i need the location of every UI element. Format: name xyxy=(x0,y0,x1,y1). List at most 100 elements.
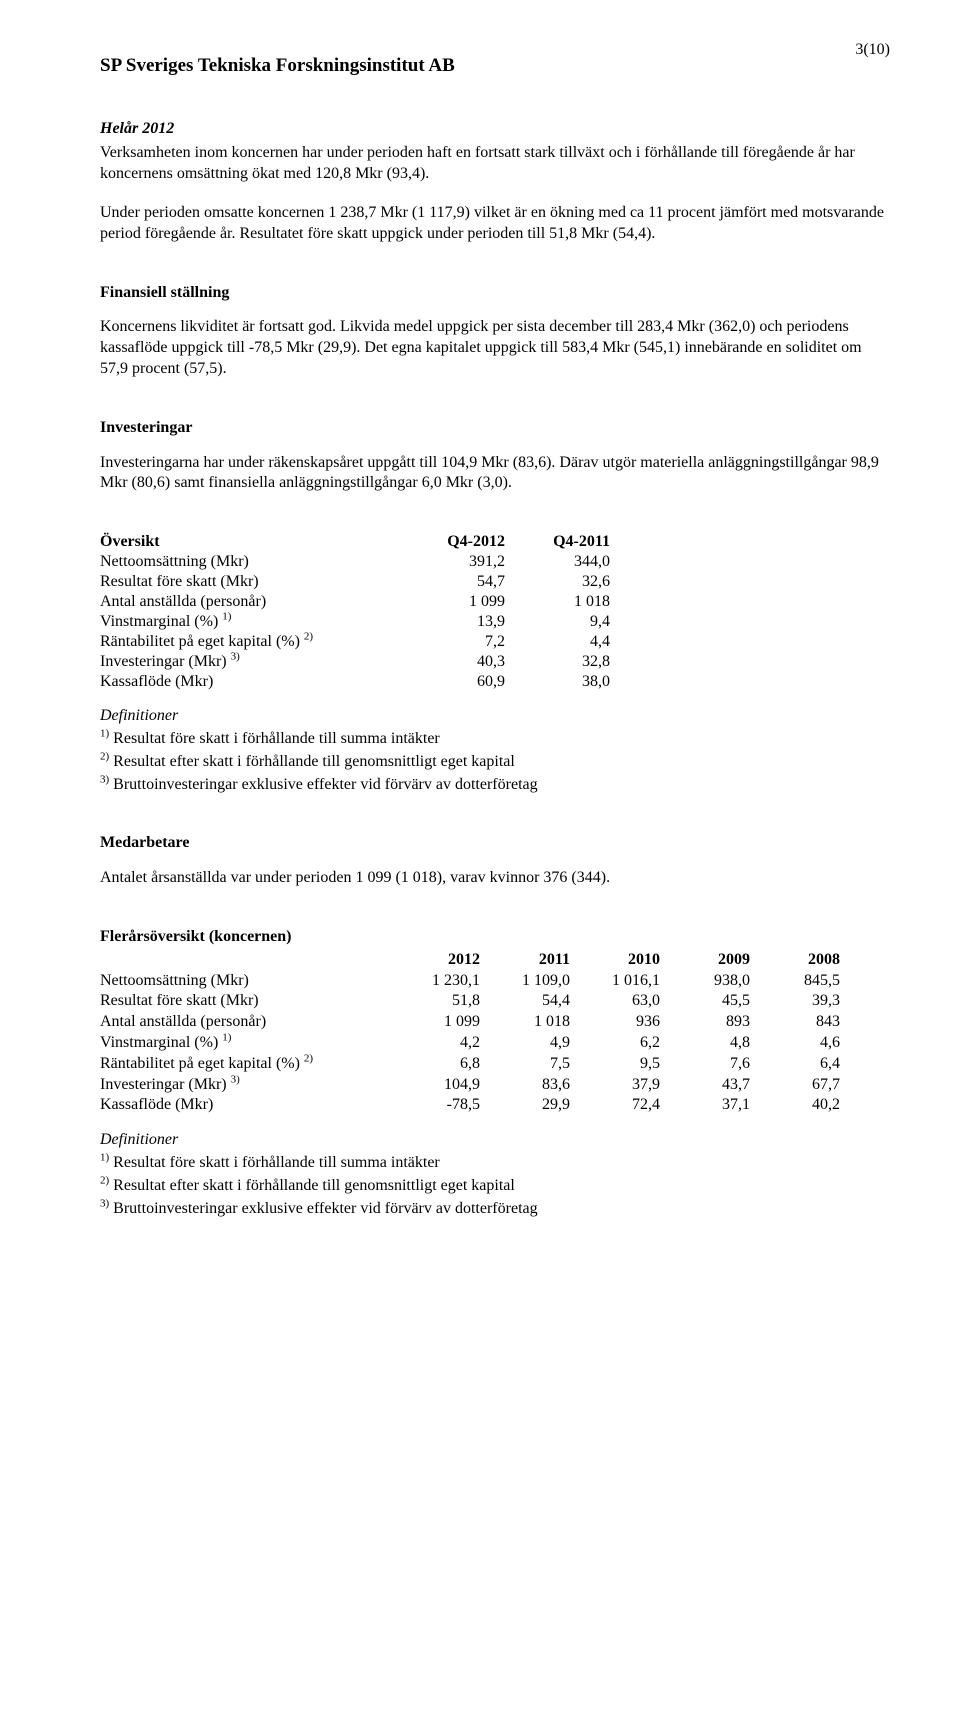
row-label: Kassaflöde (Mkr) xyxy=(100,1095,390,1116)
section-overview: Översikt Q4-2012 Q4-2011 Nettoomsättning… xyxy=(100,532,890,795)
row-value: 7,2 xyxy=(400,632,505,652)
row-value: 13,9 xyxy=(400,612,505,632)
overview-heading: Översikt xyxy=(100,532,400,552)
table-row: Nettoomsättning (Mkr) 1 230,11 109,01 01… xyxy=(100,971,840,992)
row-value: 9,4 xyxy=(505,612,610,632)
defs-1: 1) Resultat före skatt i förhållande til… xyxy=(100,729,890,750)
row-value: 32,8 xyxy=(505,652,610,672)
defs2-3: 3) Bruttoinvesteringar exklusive effekte… xyxy=(100,1199,890,1220)
multi-col-0: 2012 xyxy=(390,950,480,971)
multi-col-3: 2009 xyxy=(660,950,750,971)
row-label: Antal anställda (personår) xyxy=(100,592,400,612)
defs-2: 2) Resultat efter skatt i förhållande ti… xyxy=(100,752,890,773)
row-value: 391,2 xyxy=(400,552,505,572)
row-value: 1 018 xyxy=(480,1012,570,1033)
row-value: 40,2 xyxy=(750,1095,840,1116)
table-header-row: 2012 2011 2010 2009 2008 xyxy=(100,950,840,971)
defs-3: 3) Bruttoinvesteringar exklusive effekte… xyxy=(100,775,890,796)
row-label: Antal anställda (personår) xyxy=(100,1012,390,1033)
row-label: Vinstmarginal (%) 1) xyxy=(100,612,400,632)
table-row: Kassaflöde (Mkr) -78,529,972,437,140,2 xyxy=(100,1095,840,1116)
row-value: 72,4 xyxy=(570,1095,660,1116)
definitions-2: Definitioner 1) Resultat före skatt i fö… xyxy=(100,1130,890,1219)
row-value: 54,7 xyxy=(400,572,505,592)
table-row: Vinstmarginal (%) 1)13,99,4 xyxy=(100,612,610,632)
overview-col-1: Q4-2011 xyxy=(505,532,610,552)
section-multi: Flerårsöversikt (koncernen) 2012 2011 20… xyxy=(100,927,890,1219)
row-value: 32,6 xyxy=(505,572,610,592)
multi-col-1: 2011 xyxy=(480,950,570,971)
defs2-2: 2) Resultat efter skatt i förhållande ti… xyxy=(100,1176,890,1197)
helar-heading: Helår 2012 xyxy=(100,119,890,140)
row-value: 1 016,1 xyxy=(570,971,660,992)
table-header-row: Översikt Q4-2012 Q4-2011 xyxy=(100,532,610,552)
row-value: 936 xyxy=(570,1012,660,1033)
row-label: Vinstmarginal (%) 1) xyxy=(100,1033,390,1054)
row-value: 6,2 xyxy=(570,1033,660,1054)
finansiell-p1: Koncernens likviditet är fortsatt god. L… xyxy=(100,317,890,379)
row-value: 40,3 xyxy=(400,652,505,672)
medarbetare-heading: Medarbetare xyxy=(100,833,890,854)
table-row: Antal anställda (personår) 1 0991 018936… xyxy=(100,1012,840,1033)
multi-col-2: 2010 xyxy=(570,950,660,971)
table-row: Räntabilitet på eget kapital (%) 2)6,87,… xyxy=(100,1054,840,1075)
table-row: Resultat före skatt (Mkr) 51,854,463,045… xyxy=(100,991,840,1012)
row-value: 51,8 xyxy=(390,991,480,1012)
page-number: 3(10) xyxy=(855,40,890,61)
row-value: 893 xyxy=(660,1012,750,1033)
row-label: Räntabilitet på eget kapital (%) 2) xyxy=(100,632,400,652)
multi-heading: Flerårsöversikt (koncernen) xyxy=(100,927,890,948)
row-value: 54,4 xyxy=(480,991,570,1012)
row-value: 344,0 xyxy=(505,552,610,572)
defs2-heading: Definitioner xyxy=(100,1130,890,1151)
row-label: Nettoomsättning (Mkr) xyxy=(100,552,400,572)
row-value: 6,8 xyxy=(390,1054,480,1075)
row-value: 39,3 xyxy=(750,991,840,1012)
section-finansiell: Finansiell ställning Koncernens likvidit… xyxy=(100,283,890,380)
row-value: 6,4 xyxy=(750,1054,840,1075)
row-value: -78,5 xyxy=(390,1095,480,1116)
row-value: 63,0 xyxy=(570,991,660,1012)
row-value: 1 109,0 xyxy=(480,971,570,992)
row-value: 37,1 xyxy=(660,1095,750,1116)
row-value: 43,7 xyxy=(660,1075,750,1096)
row-value: 9,5 xyxy=(570,1054,660,1075)
overview-col-0: Q4-2012 xyxy=(400,532,505,552)
table-row: Investeringar (Mkr) 3)104,983,637,943,76… xyxy=(100,1075,840,1096)
row-label: Räntabilitet på eget kapital (%) 2) xyxy=(100,1054,390,1075)
overview-table: Översikt Q4-2012 Q4-2011 Nettoomsättning… xyxy=(100,532,610,692)
row-label: Resultat före skatt (Mkr) xyxy=(100,991,390,1012)
defs-heading: Definitioner xyxy=(100,706,890,727)
row-value: 4,9 xyxy=(480,1033,570,1054)
table-row: Resultat före skatt (Mkr) 54,732,6 xyxy=(100,572,610,592)
row-value: 1 018 xyxy=(505,592,610,612)
row-value: 60,9 xyxy=(400,672,505,692)
row-value: 7,5 xyxy=(480,1054,570,1075)
row-label: Investeringar (Mkr) 3) xyxy=(100,1075,390,1096)
row-value: 938,0 xyxy=(660,971,750,992)
table-row: Kassaflöde (Mkr) 60,938,0 xyxy=(100,672,610,692)
row-label: Investeringar (Mkr) 3) xyxy=(100,652,400,672)
row-value: 7,6 xyxy=(660,1054,750,1075)
finansiell-heading: Finansiell ställning xyxy=(100,283,890,304)
medarbetare-p1: Antalet årsanställda var under perioden … xyxy=(100,868,890,889)
row-value: 1 099 xyxy=(400,592,505,612)
row-value: 104,9 xyxy=(390,1075,480,1096)
row-value: 1 099 xyxy=(390,1012,480,1033)
row-value: 843 xyxy=(750,1012,840,1033)
invest-p1: Investeringarna har under räkenskapsåret… xyxy=(100,453,890,495)
row-value: 1 230,1 xyxy=(390,971,480,992)
table-row: Räntabilitet på eget kapital (%) 2)7,24,… xyxy=(100,632,610,652)
definitions-1: Definitioner 1) Resultat före skatt i fö… xyxy=(100,706,890,795)
row-value: 4,8 xyxy=(660,1033,750,1054)
multi-col-4: 2008 xyxy=(750,950,840,971)
row-value: 845,5 xyxy=(750,971,840,992)
section-helar: Helår 2012 Verksamheten inom koncernen h… xyxy=(100,119,890,245)
row-label: Kassaflöde (Mkr) xyxy=(100,672,400,692)
invest-heading: Investeringar xyxy=(100,418,890,439)
row-value: 4,6 xyxy=(750,1033,840,1054)
table-row: Investeringar (Mkr) 3)40,332,8 xyxy=(100,652,610,672)
table-row: Nettoomsättning (Mkr) 391,2344,0 xyxy=(100,552,610,572)
row-value: 45,5 xyxy=(660,991,750,1012)
helar-p1: Verksamheten inom koncernen har under pe… xyxy=(100,143,890,185)
